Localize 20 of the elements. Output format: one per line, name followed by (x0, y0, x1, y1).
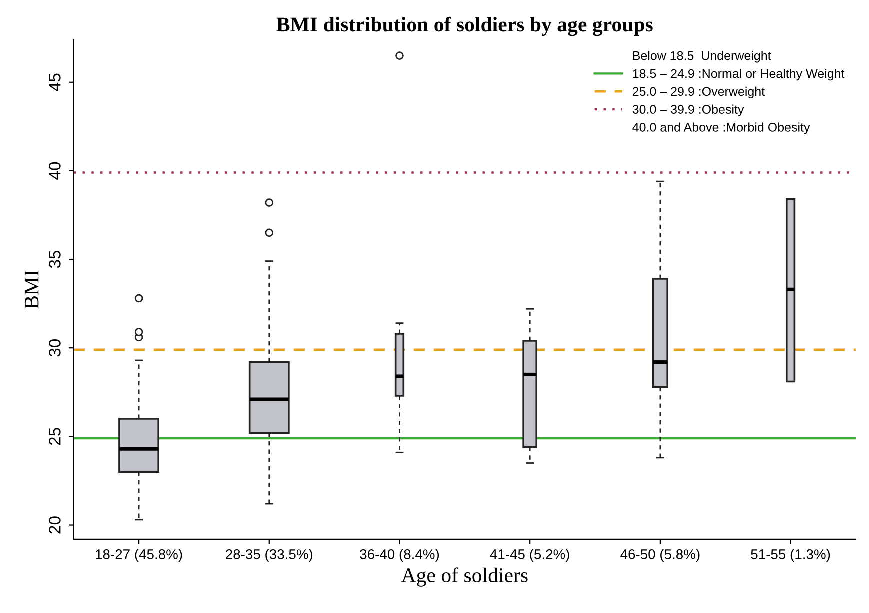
y-tick-label: 30 (49, 339, 61, 357)
y-tick-label: 25 (49, 428, 61, 446)
x-tick-label: 18-27 (45.8%) (96, 549, 182, 562)
legend-label: 25.0 – 29.9 :Overweight (632, 86, 765, 99)
y-tick-label: 45 (49, 74, 61, 92)
x-tick-label: 28-35 (33.5%) (226, 549, 313, 562)
x-tick-label: 46-50 (5.8%) (620, 549, 700, 562)
annotation: 40.0 and Above :Morbid Obesity (632, 122, 810, 134)
y-tick-label: 20 (49, 516, 61, 534)
legend-label: 18.5 – 24.9 :Normal or Healthy Weight (633, 68, 845, 81)
chart-title: BMI distribution of soldiers by age groups (276, 16, 653, 36)
x-tick-label: 36-40 (8.4%) (360, 549, 440, 562)
legend-label: 30.0 – 39.9 :Obesity (632, 104, 744, 116)
x-axis-title: Age of soldiers (401, 568, 528, 587)
x-tick-label: 51-55 (1.3%) (751, 549, 830, 562)
y-tick-label: 40 (49, 162, 61, 180)
x-tick-label: 41-45 (5.2%) (490, 549, 570, 562)
y-axis-title: BMI (24, 270, 39, 309)
annotation: Below 18.5 Underweight (633, 51, 772, 63)
y-tick-label: 35 (49, 250, 61, 268)
